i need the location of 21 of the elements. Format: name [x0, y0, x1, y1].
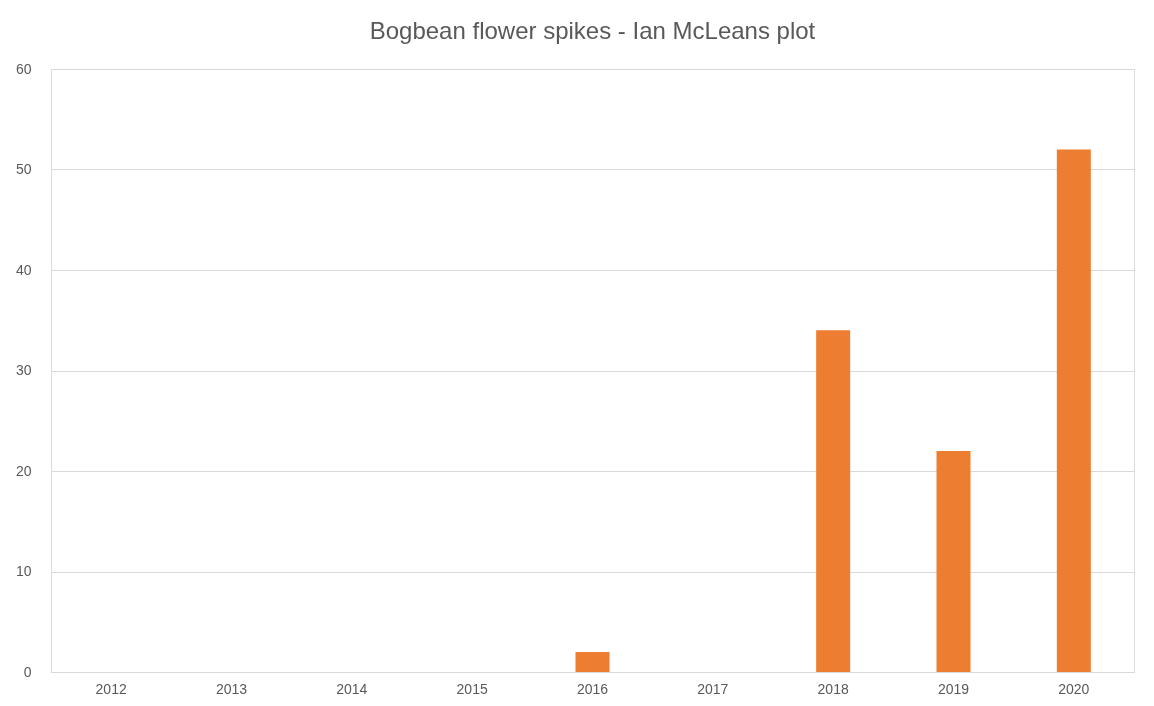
- y-tick-label: 30: [15, 362, 32, 378]
- bar: [816, 330, 851, 672]
- x-tick-label: 2015: [456, 680, 488, 697]
- bar: [936, 450, 971, 672]
- y-tick-label: 10: [15, 563, 32, 579]
- x-tick-label: 2020: [1058, 680, 1090, 697]
- x-tick-label: 2018: [817, 680, 849, 697]
- bar: [1056, 149, 1091, 672]
- x-tick-label: 2014: [336, 680, 368, 697]
- chart-title: Bogbean flower spikes - Ian McLeans plot: [369, 17, 816, 44]
- x-tick-label: 2017: [697, 680, 729, 697]
- x-tick-label: 2019: [937, 680, 970, 697]
- y-tick-label: 60: [15, 60, 32, 77]
- x-tick-label: 2012: [95, 680, 127, 697]
- x-tick-label: 2016: [576, 680, 609, 697]
- x-tick-label: 2013: [215, 680, 248, 697]
- y-tick-label: 20: [15, 462, 32, 479]
- y-tick-label: 50: [15, 161, 32, 177]
- bar: [575, 651, 610, 672]
- y-tick-label: 0: [23, 663, 32, 680]
- y-tick-label: 40: [15, 261, 32, 278]
